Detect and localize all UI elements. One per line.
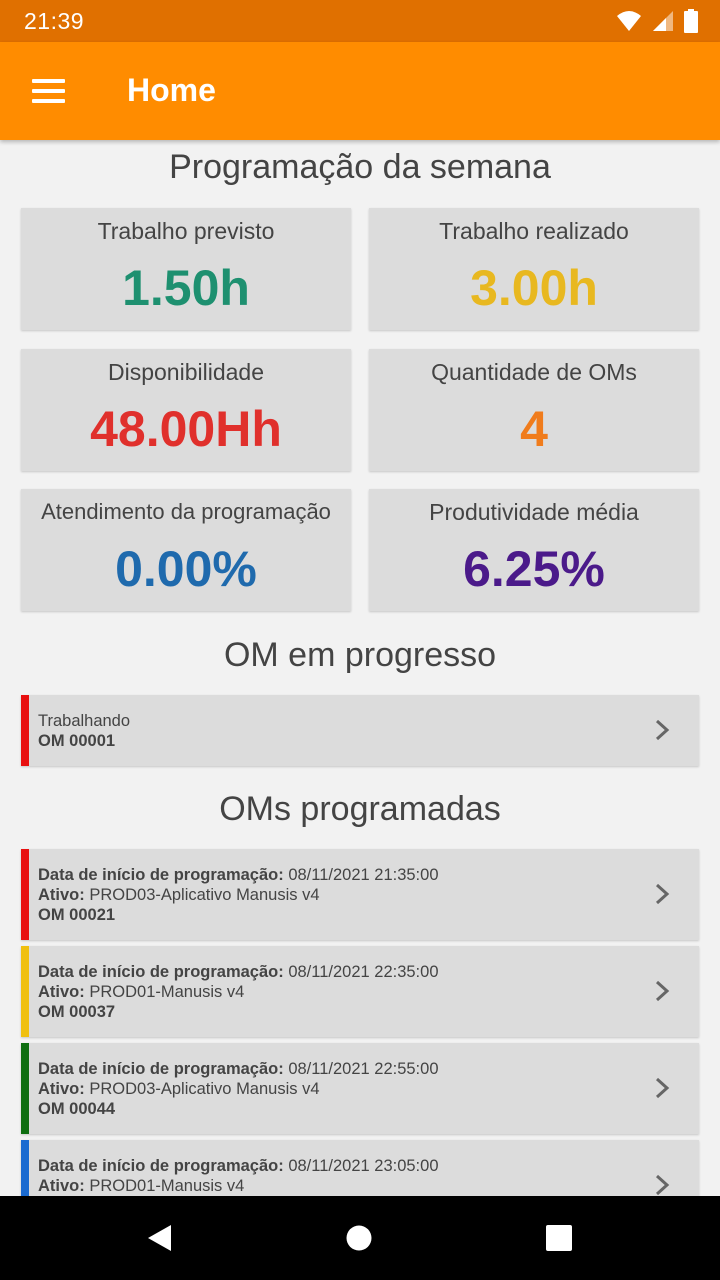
asset-label: Ativo:	[38, 886, 85, 904]
status-time: 21:39	[24, 8, 85, 34]
start-datetime: 08/11/2021 22:55:00	[288, 1060, 439, 1078]
signal-icon	[653, 11, 673, 31]
in-progress-title: OM em progresso	[223, 636, 497, 674]
scheduled-om-item[interactable]: Data de início de programação: 08/11/202…	[21, 849, 699, 940]
start-label: Data de início de programação:	[38, 866, 284, 884]
start-label: Data de início de programação:	[38, 963, 284, 981]
recents-icon[interactable]	[539, 1218, 579, 1258]
status-color-bar	[21, 695, 29, 766]
home-icon[interactable]	[339, 1218, 379, 1258]
asset-name: PROD03-Aplicativo Manusis v4	[89, 1080, 320, 1098]
status-color-bar	[21, 946, 29, 1037]
app-bar: Home	[0, 42, 720, 140]
week-schedule-title: Programação da semana	[169, 148, 551, 186]
om-number: OM 00044	[38, 1100, 116, 1118]
stat-value: 48.00Hh	[90, 401, 282, 457]
status-color-bar	[21, 1043, 29, 1134]
in-progress-om-item[interactable]: Trabalhando OM 00001	[21, 695, 699, 766]
scheduled-om-item[interactable]: Data de início de programação: 08/11/202…	[21, 1140, 699, 1196]
page-title: Home	[127, 72, 216, 108]
stat-value: 3.00h	[470, 260, 598, 316]
status-bar: 21:39	[0, 0, 720, 42]
stat-label: Trabalho realizado	[439, 218, 629, 244]
wifi-icon	[617, 11, 641, 31]
stat-card-schedule-compliance: Atendimento da programação 0.00%	[21, 489, 351, 611]
stat-card-planned-work: Trabalho previsto 1.50h	[21, 208, 351, 330]
om-number: OM 00001	[38, 732, 116, 750]
asset-name: PROD01-Manusis v4	[89, 983, 245, 1001]
scheduled-om-item[interactable]: Data de início de programação: 08/11/202…	[21, 946, 699, 1037]
stat-card-availability: Disponibilidade 48.00Hh	[21, 349, 351, 471]
scheduled-title: OMs programadas	[219, 790, 501, 828]
status-color-bar	[21, 849, 29, 940]
asset-label: Ativo:	[38, 1177, 85, 1195]
asset-name: PROD03-Aplicativo Manusis v4	[89, 886, 320, 904]
chevron-right-icon	[655, 883, 670, 905]
back-icon[interactable]	[139, 1218, 179, 1258]
stat-label: Quantidade de OMs	[431, 359, 637, 385]
asset-label: Ativo:	[38, 1080, 85, 1098]
start-label: Data de início de programação:	[38, 1157, 284, 1175]
asset-label: Ativo:	[38, 983, 85, 1001]
stat-label: Disponibilidade	[108, 359, 264, 385]
system-nav-bar	[0, 1196, 720, 1280]
stat-label: Atendimento da programação	[41, 499, 331, 524]
stat-card-done-work: Trabalho realizado 3.00h	[369, 208, 699, 330]
home-content[interactable]: Programação da semana Trabalho previsto …	[0, 140, 720, 1196]
stat-card-om-count: Quantidade de OMs 4	[369, 349, 699, 471]
stat-value: 4	[520, 401, 548, 457]
start-datetime: 08/11/2021 21:35:00	[288, 866, 439, 884]
scheduled-om-item[interactable]: Data de início de programação: 08/11/202…	[21, 1043, 699, 1134]
stat-label: Trabalho previsto	[97, 218, 275, 244]
stat-value: 6.25%	[463, 541, 605, 597]
om-number: OM 00021	[38, 906, 116, 924]
stat-value: 0.00%	[115, 541, 257, 597]
start-datetime: 08/11/2021 23:05:00	[288, 1157, 439, 1175]
om-status: Trabalhando	[38, 712, 131, 730]
stat-label: Produtividade média	[429, 499, 639, 525]
menu-button[interactable]	[20, 67, 76, 115]
status-color-bar	[21, 1140, 29, 1196]
stat-value: 1.50h	[122, 260, 250, 316]
stat-card-avg-productivity: Produtividade média 6.25%	[369, 489, 699, 611]
om-number: OM 00037	[38, 1003, 116, 1021]
asset-name: PROD01-Manusis v4	[89, 1177, 245, 1195]
start-label: Data de início de programação:	[38, 1060, 284, 1078]
chevron-right-icon	[655, 980, 670, 1002]
chevron-right-icon	[655, 719, 670, 741]
battery-icon	[684, 9, 698, 33]
start-datetime: 08/11/2021 22:35:00	[288, 963, 439, 981]
chevron-right-icon	[655, 1077, 670, 1099]
chevron-right-icon	[655, 1174, 670, 1196]
status-icons	[616, 9, 698, 33]
